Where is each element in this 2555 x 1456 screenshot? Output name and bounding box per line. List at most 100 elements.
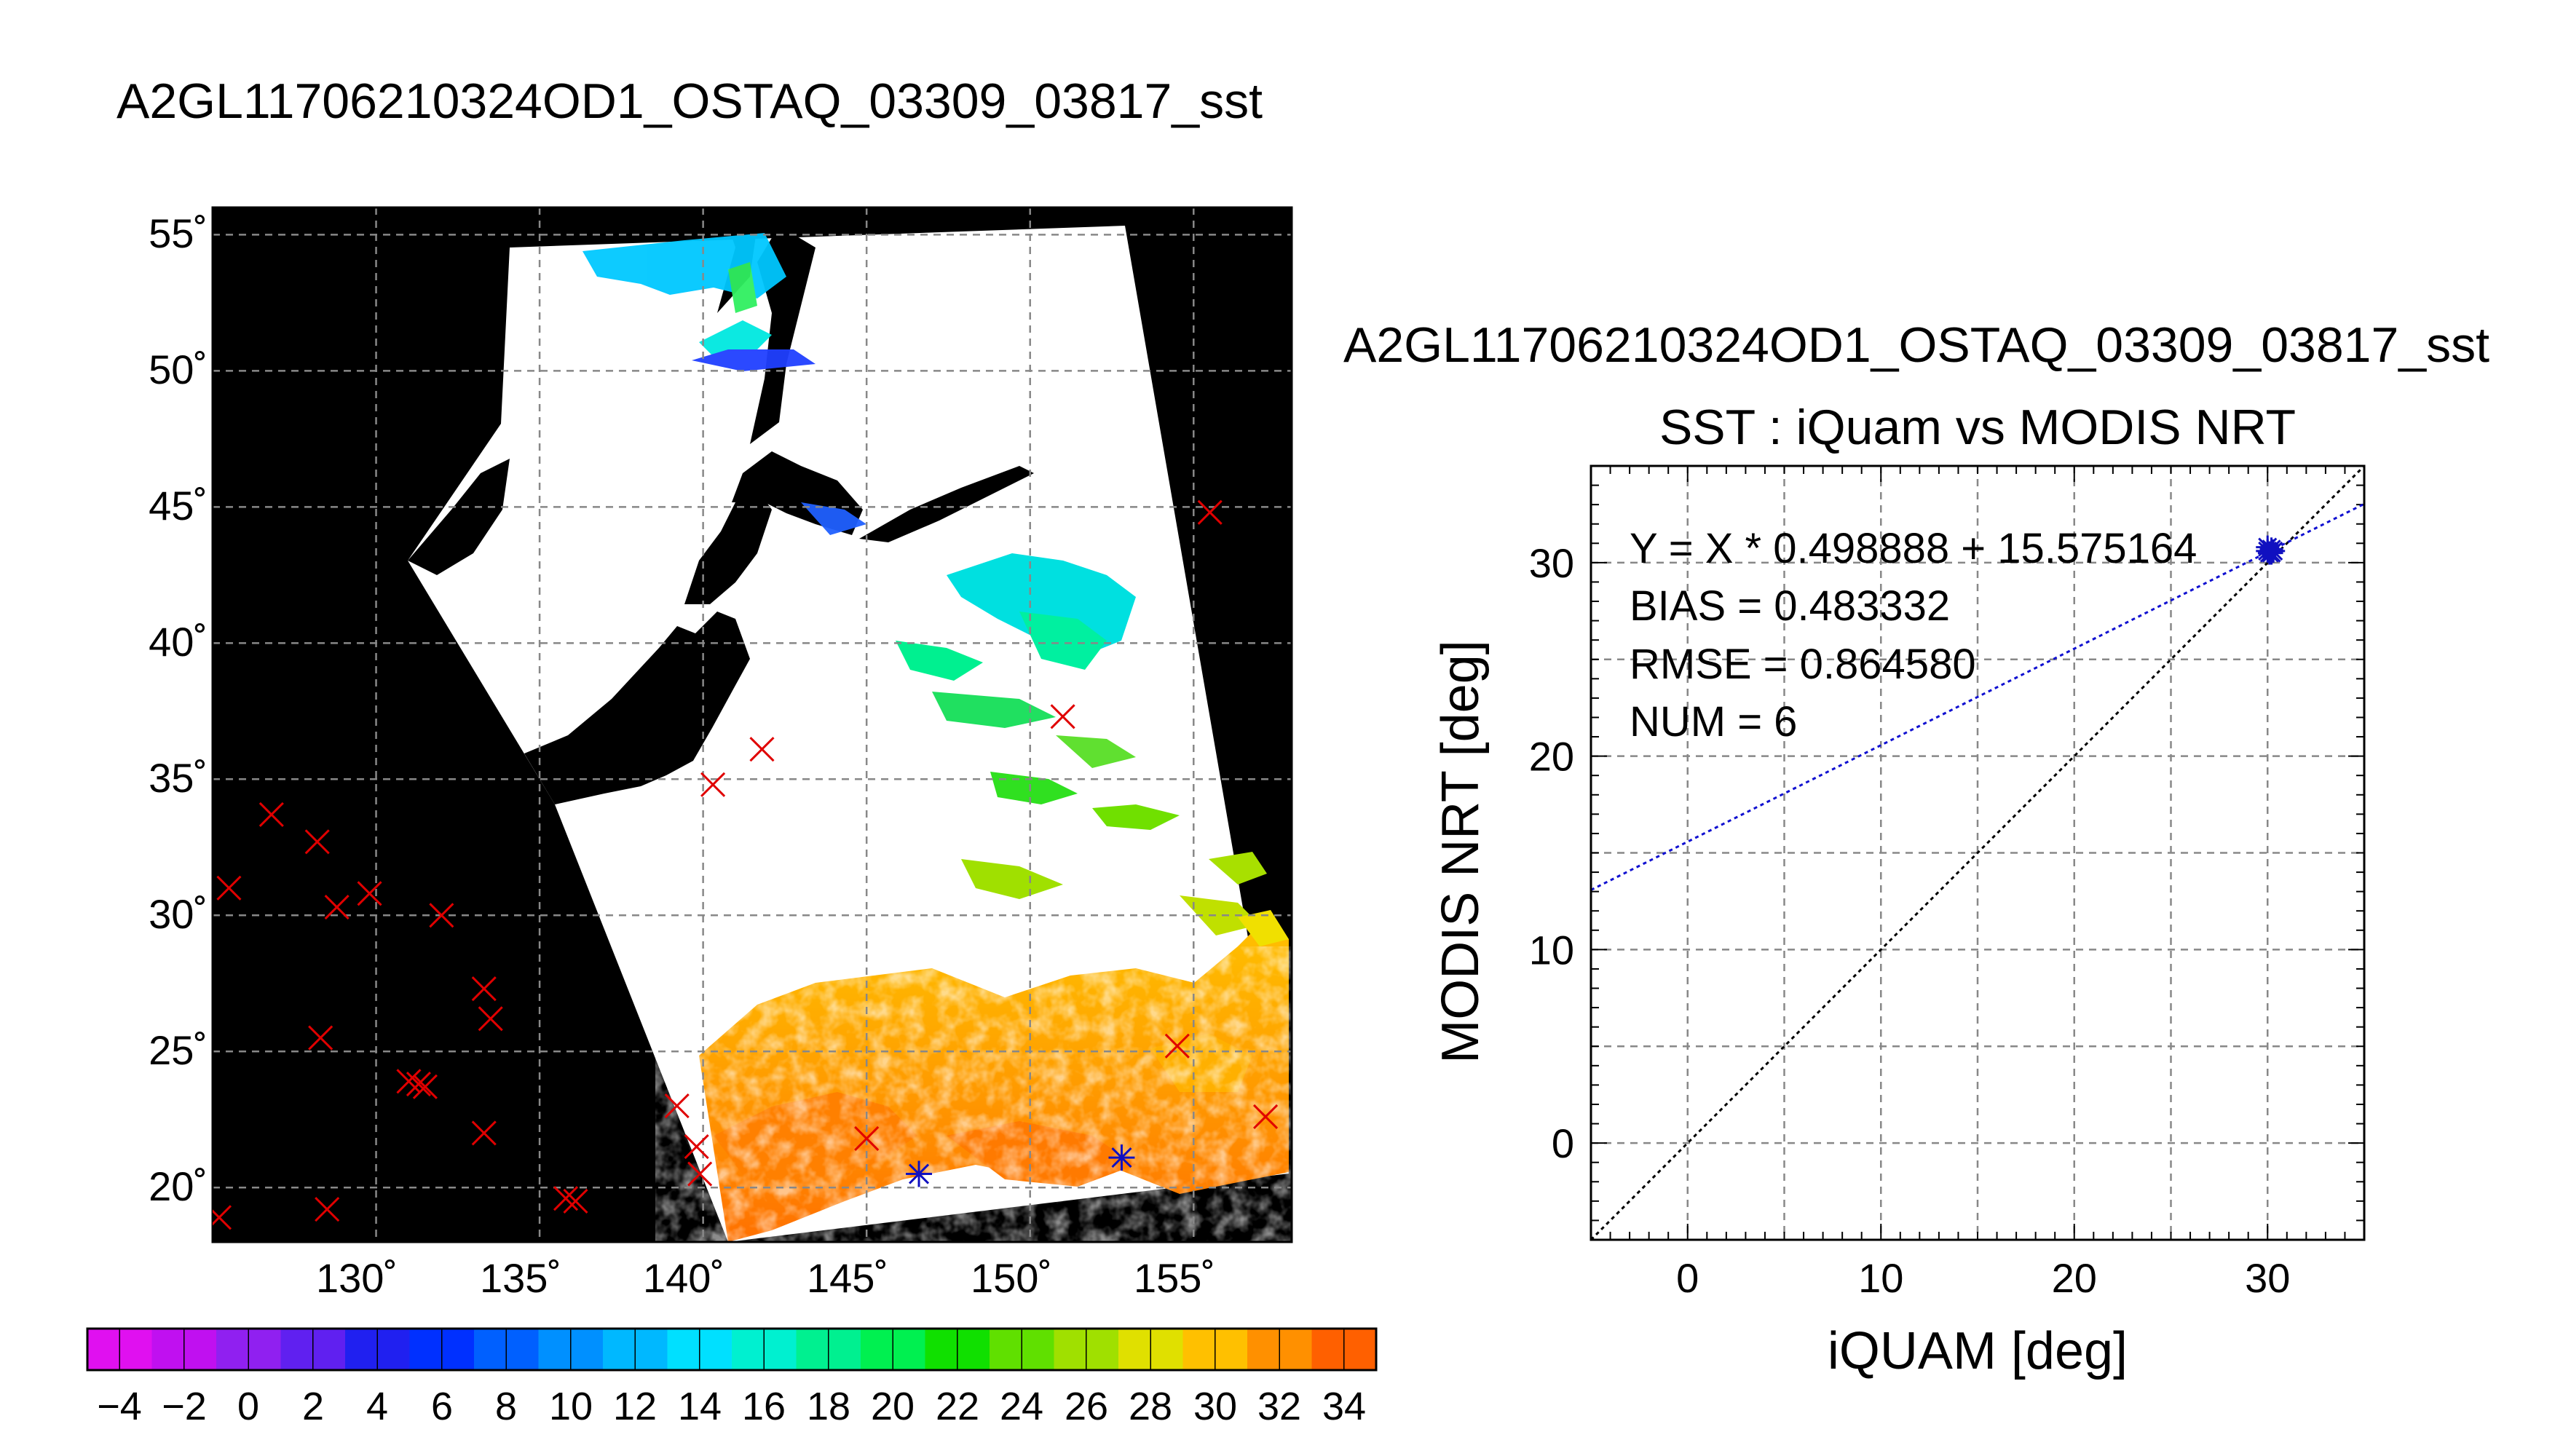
map-title: A2GL11706210324OD1_OSTAQ_03309_03817_sst [117, 74, 1263, 129]
scatter-grid [1591, 466, 2364, 1240]
x-axis-label: iQUAM [deg] [1828, 1322, 2128, 1380]
iquam-marker [406, 1072, 431, 1097]
rmse-stat: RMSE = 0.864580 [1630, 641, 1976, 688]
iquam-marker [258, 802, 284, 827]
colorbar-label: 14 [678, 1385, 722, 1428]
iquam-marker [1253, 1104, 1279, 1130]
scatter-y-tick-label: 20 [1529, 734, 1574, 780]
iquam-marker [563, 1188, 588, 1214]
colorbar-label: 6 [431, 1385, 453, 1428]
iquam-marker [684, 1134, 709, 1160]
scatter-point [2259, 541, 2283, 565]
iquam-marker [1050, 704, 1075, 729]
one-to-one-line [1591, 466, 2364, 1240]
iquam-marker [213, 1205, 232, 1230]
colorbar-label: 28 [1129, 1385, 1172, 1428]
matched-marker [906, 1160, 933, 1187]
iquam-marker [471, 976, 497, 1002]
lon-tick-label: 140˚ [643, 1255, 724, 1301]
fit-equation: Y = X * 0.498888 + 15.575164 [1630, 525, 2197, 572]
bias-stat: BIAS = 0.483332 [1630, 582, 1950, 630]
colorbar-label: 12 [613, 1385, 657, 1428]
lon-tick-label: 150˚ [971, 1255, 1052, 1301]
colorbar-label: 22 [936, 1385, 979, 1428]
iquam-marker [749, 737, 775, 762]
scatter-y-tick-labels: 0 10 20 30 [1529, 540, 1574, 1166]
iquam-marker [1164, 1033, 1190, 1059]
colorbar-frame [86, 1327, 1378, 1372]
colorbar-label: 32 [1257, 1385, 1301, 1428]
iquam-marker [553, 1186, 579, 1211]
iquam-marker [1197, 499, 1223, 525]
iquam-marker [357, 881, 382, 906]
iquam-marker [304, 829, 330, 855]
iquam-marker [216, 875, 242, 901]
colorbar-label: 2 [302, 1385, 324, 1428]
iquam-marker [700, 772, 726, 797]
lat-tick-label: 40˚ [149, 619, 208, 665]
iquam-marker [471, 1120, 497, 1146]
colorbar-label: 18 [807, 1385, 850, 1428]
scatter-subtitle: SST : iQuam vs MODIS NRT [1659, 400, 2296, 455]
colorbar-label: −4 [97, 1385, 142, 1428]
scatter-frame [1590, 464, 2366, 1241]
colorbar-label: −2 [162, 1385, 207, 1428]
land-korea-tip [408, 459, 510, 575]
iquam-marker [324, 894, 350, 920]
iquam-marker [687, 1161, 713, 1187]
sst-south [655, 910, 1292, 1242]
scatter-minor-ticks [1590, 465, 2365, 1241]
lat-tick-label: 55˚ [149, 210, 208, 256]
scatter-y-tick-label: 10 [1529, 927, 1574, 973]
colorbar-label: 30 [1193, 1385, 1237, 1428]
colorbar-cells [87, 1329, 1377, 1370]
lat-tick-label: 30˚ [149, 891, 208, 937]
scatter-y-tick-label: 30 [1529, 540, 1574, 586]
matched-markers [906, 1144, 1135, 1187]
scatter-y-tick-label: 0 [1552, 1120, 1574, 1166]
lon-tick-label: 155˚ [1134, 1255, 1215, 1301]
iquam-marker [315, 1197, 340, 1222]
iquam-marker [429, 903, 454, 928]
lat-tick-label: 20˚ [149, 1163, 208, 1209]
colorbar-label: 20 [871, 1385, 915, 1428]
lat-tick-label: 25˚ [149, 1027, 208, 1073]
colorbar-label: 16 [742, 1385, 786, 1428]
map-grid [213, 207, 1292, 1242]
scatter-plot: 0 10 20 30 0 10 20 30 Y = X * 0.498888 + 15.57… [1431, 464, 2366, 1380]
fit-line [1591, 502, 2364, 891]
iquam-marker [664, 1093, 690, 1119]
colorbar-label: 8 [495, 1385, 517, 1428]
stats-box: Y = X * 0.498888 + 15.575164 BIAS = 0.48… [1630, 525, 2197, 745]
colorbar-label: 26 [1065, 1385, 1108, 1428]
iquam-marker [854, 1125, 880, 1151]
scatter-x-tick-label: 30 [2245, 1255, 2290, 1301]
iquam-marker [396, 1069, 422, 1094]
colorbar-label: 34 [1322, 1385, 1366, 1428]
lat-tick-label: 50˚ [149, 347, 208, 392]
y-axis-label: MODIS NRT [deg] [1431, 640, 1490, 1064]
colorbar-labels: −4 −2 0 2 4 6 8 10 12 14 16 18 20 22 24 … [97, 1385, 1366, 1428]
colorbar-label: 0 [237, 1385, 259, 1428]
lon-tick-label: 145˚ [807, 1255, 888, 1301]
scatter-x-tick-label: 20 [2052, 1255, 2097, 1301]
colorbar: −4 −2 0 2 4 6 8 10 12 14 16 18 20 22 24 … [86, 1327, 1378, 1428]
scatter-x-tick-label: 0 [1676, 1255, 1699, 1301]
lat-tick-label: 45˚ [149, 483, 208, 529]
iquam-marker [412, 1074, 438, 1099]
colorbar-label: 4 [366, 1385, 388, 1428]
num-stat: NUM = 6 [1630, 698, 1797, 745]
iquam-marker [308, 1025, 333, 1051]
colorbar-label: 24 [1000, 1385, 1043, 1428]
lat-tick-labels: 55˚ 50˚ 45˚ 40˚ 35˚ 30˚ 25˚ 20˚ [149, 210, 208, 1209]
map-plot: 130˚ 135˚ 140˚ 145˚ 150˚ 155˚ 55˚ 50˚ 45… [149, 206, 1293, 1301]
iquam-marker [478, 1006, 503, 1032]
scatter-points [2256, 535, 2286, 565]
lat-tick-label: 35˚ [149, 755, 208, 801]
lon-tick-label: 130˚ [316, 1255, 398, 1301]
lon-tick-labels: 130˚ 135˚ 140˚ 145˚ 150˚ 155˚ [316, 1255, 1215, 1301]
iquam-markers [213, 499, 1279, 1230]
scatter-x-tick-labels: 0 10 20 30 [1676, 1255, 2290, 1301]
colorbar-label: 10 [549, 1385, 593, 1428]
